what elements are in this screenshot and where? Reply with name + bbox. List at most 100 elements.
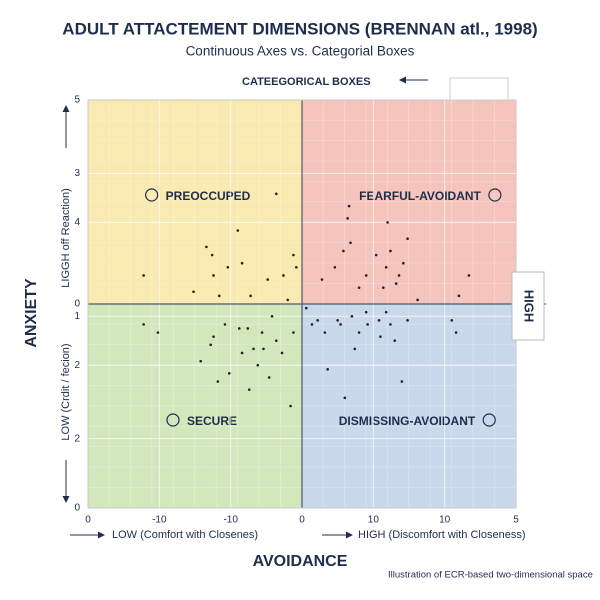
point	[347, 204, 351, 208]
quadrant-label: DISMISSING-AVOIDANT	[339, 414, 476, 428]
x-tick-label: 0	[85, 515, 91, 526]
y-high-label: LIGGH off Reaction)	[60, 188, 72, 287]
x-tick-label: 10	[439, 515, 451, 526]
point	[349, 241, 352, 245]
point	[240, 261, 244, 265]
point	[357, 286, 361, 289]
point	[275, 339, 278, 343]
point	[226, 265, 230, 269]
frame	[511, 271, 545, 341]
right-label: HIGH	[522, 290, 537, 323]
point	[457, 294, 461, 298]
point	[393, 339, 397, 343]
point	[310, 323, 314, 326]
chart-title: ADULT ATTACTEMENT DIMENSIONS (BRENNAN at…	[62, 19, 537, 38]
y-tick-label: 0	[74, 299, 80, 310]
footnote: Illustration of ECR-based two-dimensiona…	[388, 570, 593, 581]
x-high-label: HIGH (Discomfort with Closeness)	[358, 529, 525, 541]
point	[252, 347, 255, 351]
point	[142, 323, 145, 326]
point	[294, 265, 298, 269]
point	[304, 306, 308, 310]
point	[379, 335, 382, 338]
quadrant-label: PREOCCUPED	[166, 189, 251, 203]
point	[280, 351, 284, 355]
point	[292, 331, 295, 334]
point	[374, 253, 378, 257]
point	[366, 323, 369, 326]
x-low-label: LOW (Comfort with Closenes)	[112, 529, 258, 541]
point	[406, 319, 409, 322]
point	[343, 396, 347, 400]
point	[384, 310, 388, 314]
point	[350, 314, 354, 318]
x-tick-label: 10	[368, 515, 380, 526]
point	[199, 359, 203, 363]
point	[289, 404, 292, 408]
point	[416, 298, 419, 302]
point	[205, 245, 208, 249]
x-tick-label: -10	[223, 515, 238, 526]
point	[400, 380, 404, 383]
point	[326, 367, 329, 371]
point	[382, 286, 385, 289]
top-label: CATEEGORICAL BOXES	[242, 76, 371, 88]
icon	[166, 413, 180, 427]
point	[247, 388, 251, 391]
point	[320, 278, 324, 281]
y-tick-label: 2	[74, 433, 80, 444]
quadrant-label: FEARFUL-AVOIDANT	[359, 189, 481, 203]
x-tick-label: -10	[152, 515, 167, 526]
point	[377, 319, 381, 322]
point	[292, 253, 295, 257]
point	[323, 331, 327, 334]
point	[156, 331, 160, 334]
frame	[449, 77, 509, 101]
point	[216, 380, 220, 383]
point	[227, 372, 231, 375]
point	[364, 274, 368, 277]
x-tick-label: 5	[513, 515, 519, 526]
point	[339, 323, 342, 326]
point	[223, 323, 227, 326]
point	[270, 314, 274, 318]
point	[267, 376, 271, 379]
icon	[145, 188, 159, 202]
point	[342, 249, 345, 253]
point	[249, 294, 252, 298]
y-tick-label: 0	[74, 503, 80, 514]
icon	[482, 413, 496, 427]
point	[236, 229, 240, 232]
point	[237, 327, 241, 330]
point	[389, 249, 392, 253]
point	[389, 323, 392, 326]
point	[275, 192, 278, 196]
quadrant-label: SECURE	[187, 414, 237, 428]
point	[217, 294, 221, 298]
point	[260, 331, 264, 334]
chart-subtitle: Continuous Axes vs. Categorial Boxes	[186, 44, 415, 59]
plot-layer: PREOCCUPED FEARFUL-AVOIDANT SECURE DISMISSI…	[74, 95, 546, 526]
point	[192, 290, 195, 294]
point	[384, 265, 388, 269]
point	[210, 253, 214, 257]
point	[357, 331, 361, 334]
point	[454, 331, 458, 334]
x-axis-label: AVOIDANCE	[253, 553, 348, 570]
point	[256, 363, 260, 367]
point	[364, 310, 368, 314]
x-tick-label: 0	[299, 515, 305, 526]
y-tick-label: 3	[74, 168, 80, 179]
point	[333, 265, 337, 269]
point	[209, 343, 212, 347]
y-tick-label: 5	[74, 95, 80, 106]
point	[212, 335, 215, 338]
point	[262, 347, 265, 351]
point	[316, 319, 319, 322]
point	[282, 274, 285, 277]
point	[142, 274, 145, 277]
y-tick-label: 2	[74, 360, 80, 371]
point	[394, 282, 398, 285]
point	[450, 319, 454, 322]
